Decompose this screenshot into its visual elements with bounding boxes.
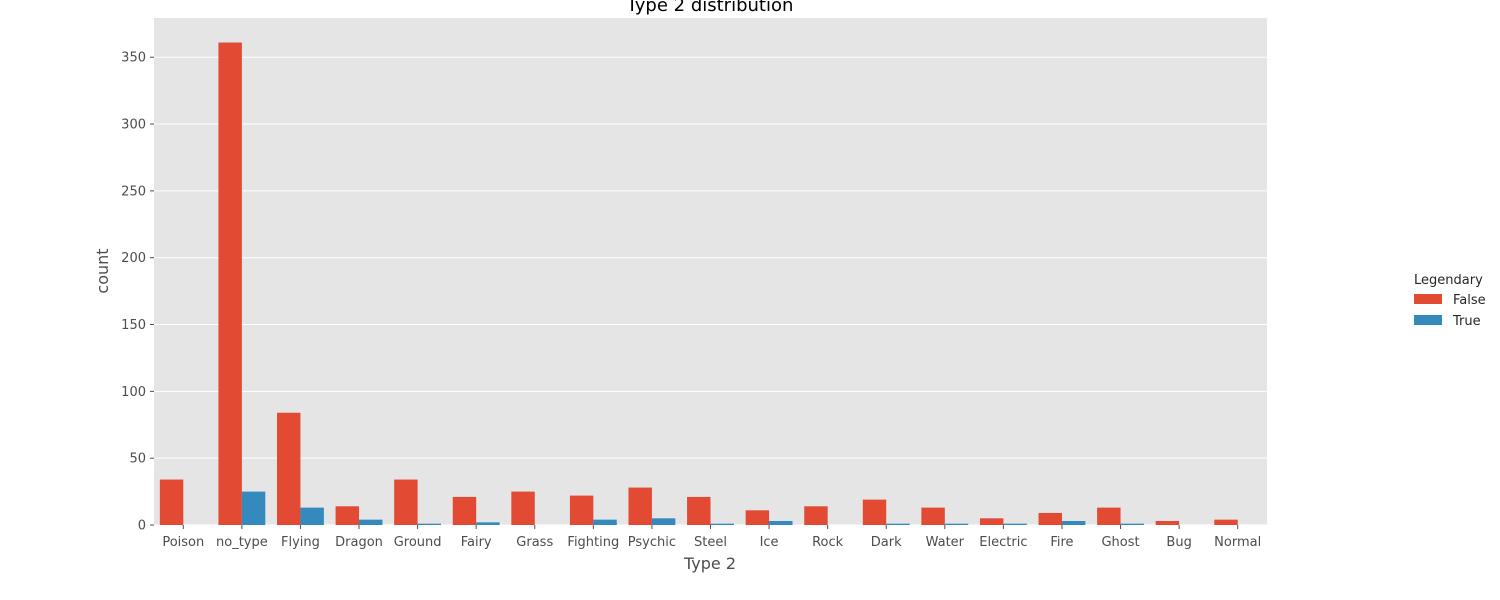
bar-Rock-false [804,506,828,525]
x-tick-label-no_type: no_type [216,535,268,550]
bar-Dark-false [862,499,887,525]
bar-Dragon-true [359,519,383,525]
bar-Grass-false [511,491,535,525]
bar-no_type-false [218,42,242,525]
bar-Fighting-true [593,519,617,525]
bar-Ground-true [417,523,442,525]
y-tick-label-200: 200 [121,251,146,266]
x-axis-title: Type 2 [683,554,736,573]
y-tick-label-0: 0 [138,519,146,534]
bar-Dark-true [886,523,910,525]
x-tick-label-Electric: Electric [979,535,1027,550]
y-tick-label-350: 350 [121,51,146,66]
bar-Flying-true [300,507,324,525]
x-tick-label-Fighting: Fighting [567,535,619,550]
bar-no_type-true [241,491,266,525]
bar-Ice-true [769,520,793,525]
bar-Flying-false [277,412,301,525]
x-tick-label-Ground: Ground [394,535,442,550]
bar-Water-false [921,507,945,525]
legend: Legendary False True [1414,273,1486,329]
x-tick-label-Flying: Flying [281,535,320,550]
x-tick-label-Ice: Ice [760,535,779,550]
legend-title: Legendary [1414,273,1483,288]
bar-Fairy-false [452,496,477,525]
x-tick-label-Dragon: Dragon [335,535,383,550]
legend-label-true: True [1452,314,1481,329]
x-tick-label-Ghost: Ghost [1101,535,1139,550]
y-axis-title: count [93,248,112,293]
x-tick-label-Psychic: Psychic [628,535,676,550]
bar-Poison-false [159,479,184,525]
bar-Fire-false [1038,512,1062,525]
x-axis: Poison no_type Flying Dragon Ground Fairy Gras… [162,525,1261,550]
bar-Fire-true [1061,520,1086,525]
y-tick-label-50: 50 [129,452,146,467]
y-tick-label-300: 300 [121,118,146,133]
x-tick-label-Water: Water [926,535,965,550]
bar-Psychic-true [651,518,676,525]
legend-swatch-false [1414,294,1442,304]
bar-Fighting-false [569,495,594,525]
bar-Electric-true [1003,523,1027,525]
bar-Water-true [944,523,969,525]
x-tick-label-Steel: Steel [694,535,727,550]
bar-Ghost-false [1097,507,1121,525]
x-tick-label-Fairy: Fairy [461,535,492,550]
bar-Ground-false [394,479,418,525]
bar-Steel-false [687,496,711,525]
bar-Ice-false [745,510,770,525]
bar-Psychic-false [628,487,652,525]
bar-Dragon-false [335,506,360,525]
y-axis: 0 50 100 150 200 250 300 350 [121,51,154,534]
legend-label-false: False [1453,293,1486,308]
bar-Ghost-true [1120,523,1144,525]
chart-title: Type 2 distribution [626,0,794,16]
bar-Fairy-true [476,522,500,525]
x-tick-label-Normal: Normal [1214,535,1261,550]
legend-swatch-true [1414,315,1442,325]
x-tick-label-Bug: Bug [1166,535,1191,550]
x-tick-label-Grass: Grass [516,535,553,550]
bar-Steel-true [710,523,734,525]
x-tick-label-Fire: Fire [1050,535,1073,550]
plot-background [154,18,1267,525]
y-tick-label-150: 150 [121,318,146,333]
x-tick-label-Poison: Poison [162,535,204,550]
gridlines [154,56,1267,526]
x-tick-label-Dark: Dark [871,535,902,550]
y-tick-label-100: 100 [121,385,146,400]
bar-Bug-false [1155,520,1180,525]
bars [159,42,1238,525]
x-tick-label-Rock: Rock [812,535,844,550]
y-tick-label-250: 250 [121,184,146,199]
bar-Electric-false [979,518,1004,525]
bar-Normal-false [1214,519,1238,525]
